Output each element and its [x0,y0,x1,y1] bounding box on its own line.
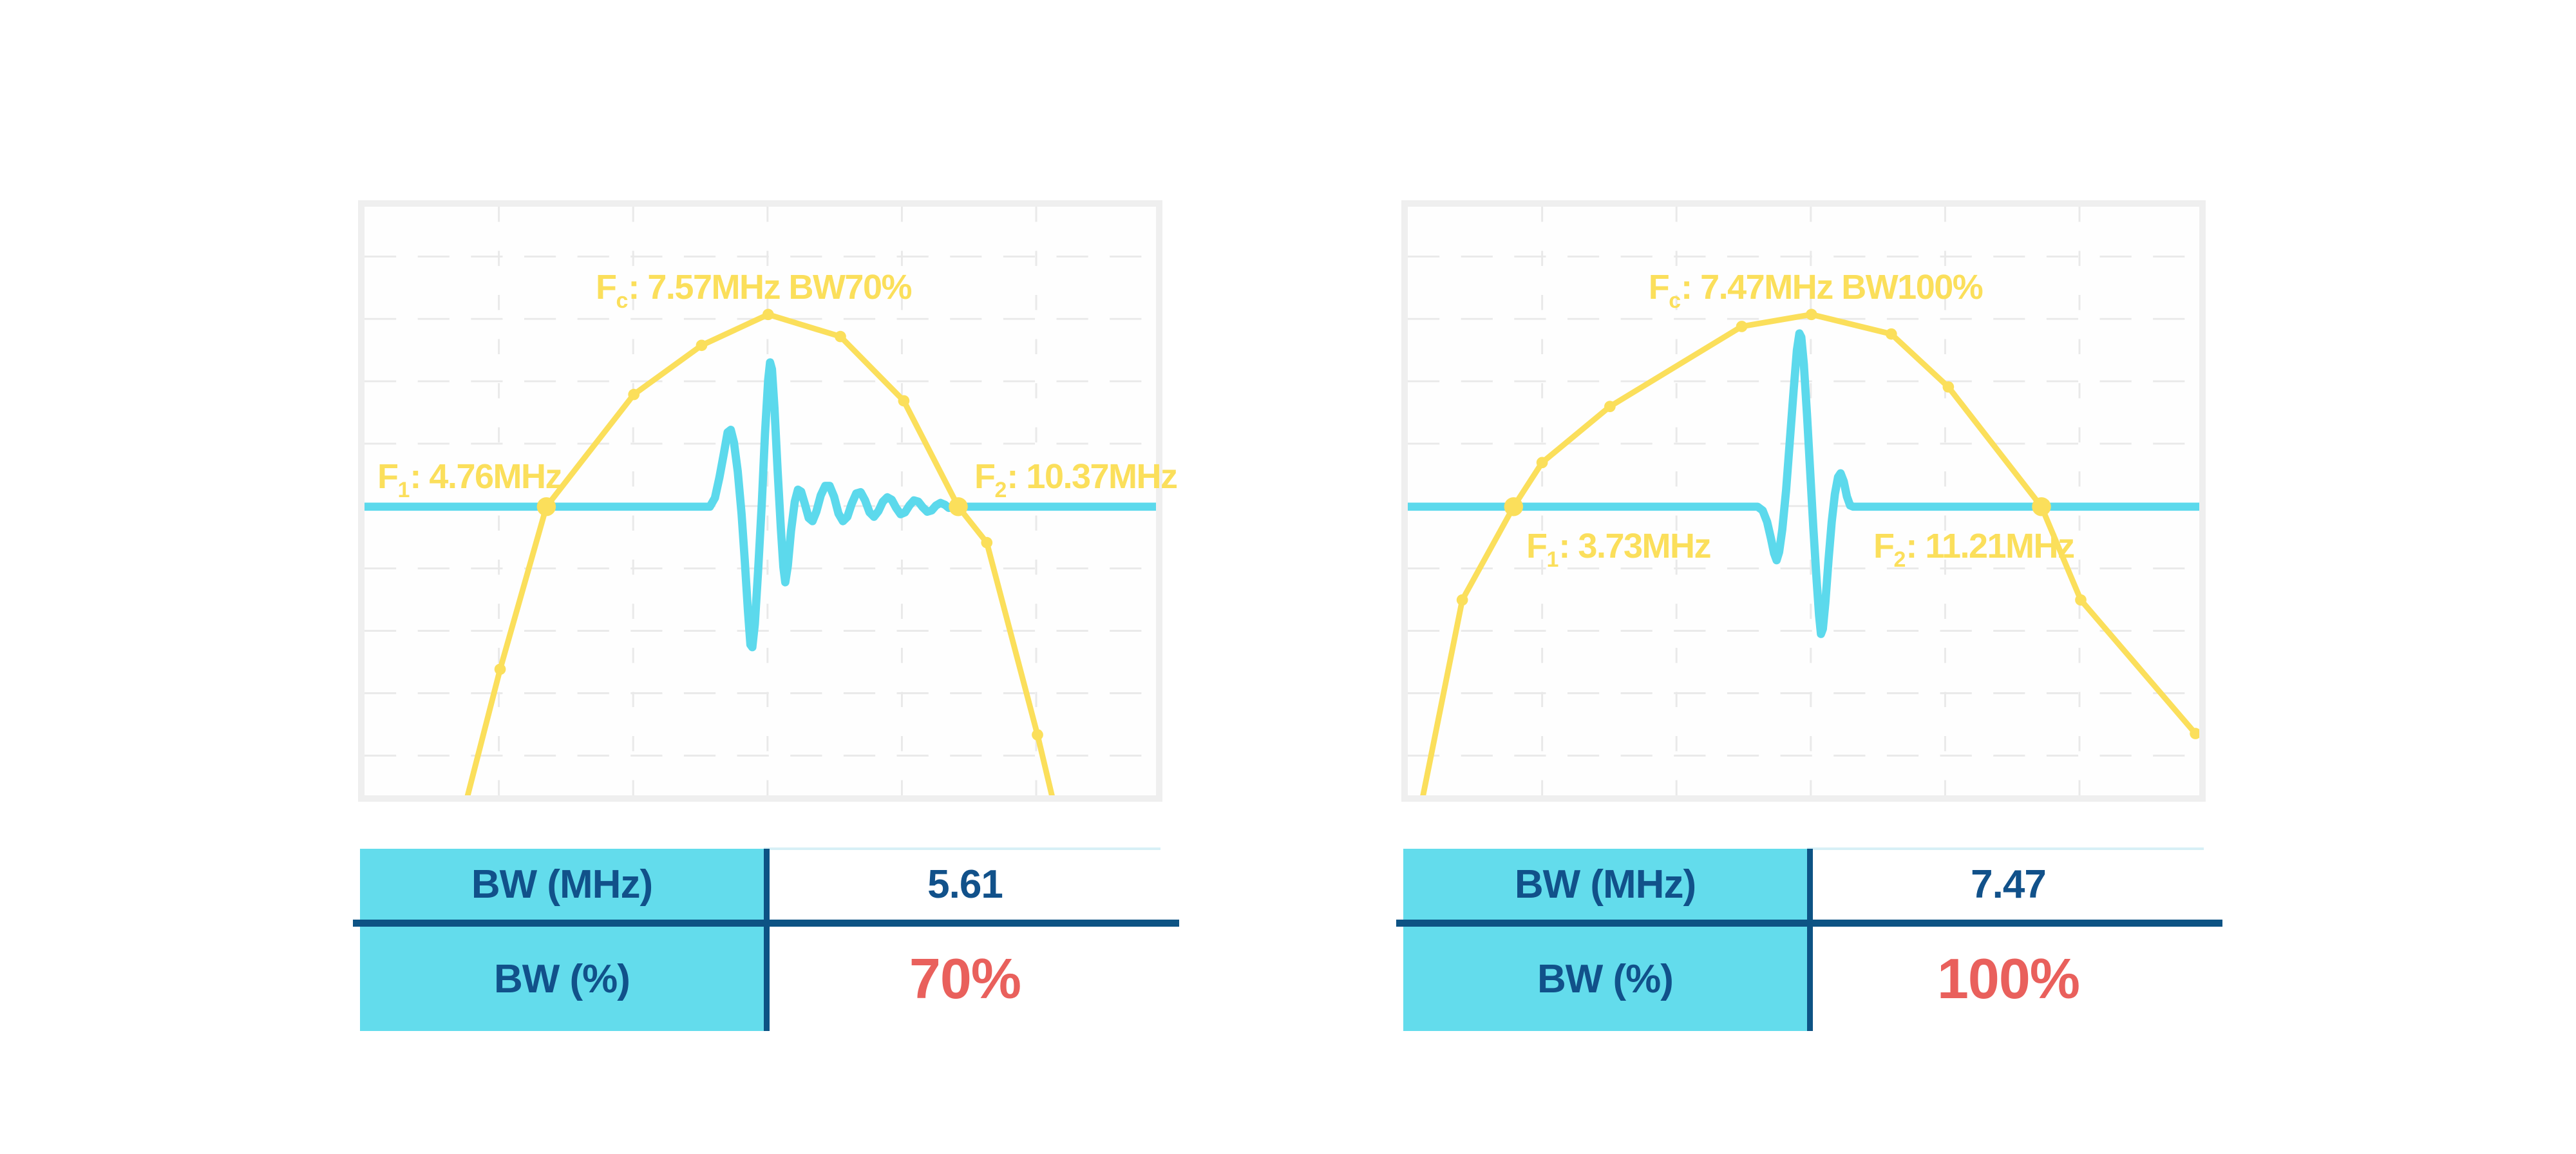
spectrum-data-point [1885,328,1897,340]
bw-mhz-row-label: BW (MHz) [1514,862,1696,907]
table-label-column-background [360,849,764,1031]
pulse-spectrum-panel-bw70: Fc: 7.57MHz BW70% F1: 4.76MHz F2: 10.37M… [358,200,1178,802]
table-column-divider [764,849,770,1031]
center-frequency-annotation: Fc: 7.47MHz BW100% [1648,268,1984,312]
pulse-spectrum-panel-bw100: Fc: 7.47MHz BW100% F1: 3.73MHz F2: 11.21… [1401,200,2206,802]
table-row-divider [1396,920,2222,927]
spectrum-data-point [898,395,910,407]
bw-pct-value: 70% [909,947,1021,1010]
f2-label-value: : 10.37MHz [1007,457,1178,496]
f1-label-value: : 4.76MHz [410,457,562,496]
f2-annotation: F2: 11.21MHz [1873,527,2075,571]
spectrum-data-point [1032,729,1043,741]
f1-label-subscript: 1 [1546,547,1559,572]
spectrum-data-point [494,663,506,676]
bandwidth-edge-marker [2032,497,2051,516]
bandwidth-table-bw70: BW (MHz) 5.61 BW (%) 70% [353,847,1179,1031]
fc-label-prefix: F [1648,268,1670,307]
bandwidth-edge-marker [536,497,556,516]
f1-annotation: F1: 3.73MHz [1526,527,1711,571]
fc-label-value: : 7.57MHz BW70% [628,268,912,307]
bandwidth-table-bw100: BW (MHz) 7.47 BW (%) 100% [1396,847,2222,1031]
spectrum-data-point [2190,728,2199,739]
table-row-divider [353,920,1179,927]
bw-mhz-value: 5.61 [927,862,1003,907]
bw-pct-value: 100% [1937,947,2080,1010]
fc-label-subscript: c [1669,288,1681,313]
bw-mhz-value: 7.47 [1971,862,2047,907]
f2-label-subscript: 2 [994,478,1007,502]
bandwidth-edge-marker [949,497,968,516]
table-label-column-background [1403,849,1807,1031]
bandwidth-edge-marker [1504,497,1524,516]
spectrum-data-point [696,339,708,352]
fc-label-prefix: F [595,268,617,307]
pulse-waveform [1408,329,2199,638]
f1-label-prefix: F [1526,527,1548,565]
spectrum-data-point [1805,308,1817,321]
pulse-spectrum-plot-bw100 [1408,207,2199,795]
f1-label-value: : 3.73MHz [1558,527,1711,565]
spectrum-data-point [1456,594,1468,606]
bw-pct-row-label: BW (%) [494,956,630,1001]
table-top-rule [1807,847,2204,850]
spectrum-data-point [981,536,993,549]
spectrum-data-point [1536,457,1548,469]
spectrum-data-point [1604,401,1616,413]
fc-label-value: : 7.47MHz BW100% [1681,268,1984,307]
bw-mhz-row-label: BW (MHz) [471,862,653,907]
f1-label-prefix: F [377,457,399,496]
spectrum-data-point [1736,321,1748,332]
bw-pct-row-label: BW (%) [1537,956,1674,1001]
spectrum-data-point [835,330,846,343]
f2-label-prefix: F [974,457,996,496]
frequency-spectrum-curve [464,311,1055,795]
pulse-waveform [365,358,1156,652]
frequency-spectrum-curve [1420,311,2199,795]
spectrum-data-point [1942,381,1955,393]
fc-label-subscript: c [616,288,629,313]
f2-label-prefix: F [1873,527,1895,565]
center-frequency-annotation: Fc: 7.57MHz BW70% [595,268,913,312]
spectrum-data-point [2075,594,2087,606]
f1-label-subscript: 1 [397,478,410,502]
spectrum-data-point [762,308,774,321]
f2-label-value: : 11.21MHz [1906,527,2075,565]
f1-annotation: F1: 4.76MHz [377,457,562,501]
spectrum-data-point [628,388,640,401]
table-column-divider [1807,849,1813,1031]
f2-label-subscript: 2 [1893,547,1906,572]
f2-annotation: F2: 10.37MHz [974,457,1178,501]
pulse-spectrum-plot-bw70 [365,207,1156,795]
table-top-rule [764,847,1160,850]
